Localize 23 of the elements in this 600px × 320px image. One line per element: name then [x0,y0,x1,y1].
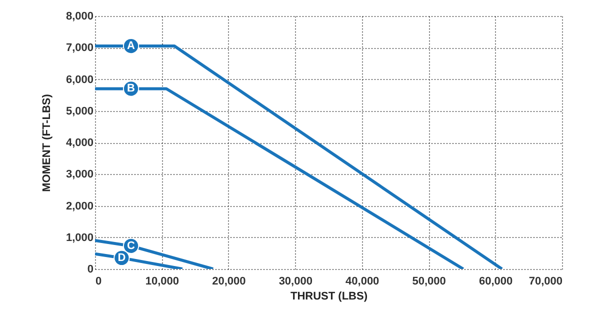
y-tick-label: 6,000 [66,74,94,86]
x-tick-label: 60,000 [478,276,513,288]
x-tick-label: 30,000 [278,276,312,288]
x-tick-label: 0 [96,276,102,288]
x-tick-label: 10,000 [145,276,180,288]
series-label: D [118,252,126,264]
y-tick-label: 7,000 [66,42,94,54]
series-label: C [127,240,136,252]
x-tick-label: 20,000 [212,276,246,288]
x-tick-label: 40,000 [346,276,380,288]
x-tick-label: 50,000 [412,276,446,288]
y-tick-label: 3,000 [66,168,94,181]
y-tick-label: 1,000 [66,232,94,244]
x-tick-label: 70,000 [528,276,562,288]
x-axis-title: THRUST (LBS) [290,290,368,302]
y-tick-label: 2,000 [66,200,94,212]
series-label: A [127,40,136,52]
y-axis-title: MOMENT (FT-LBS) [40,94,53,192]
series-label: B [127,82,136,95]
y-tick-label: 0 [87,264,94,276]
y-tick-label: 5,000 [66,105,94,118]
y-tick-label: 4,000 [66,137,94,149]
y-tick-label: 8,000 [66,10,94,22]
